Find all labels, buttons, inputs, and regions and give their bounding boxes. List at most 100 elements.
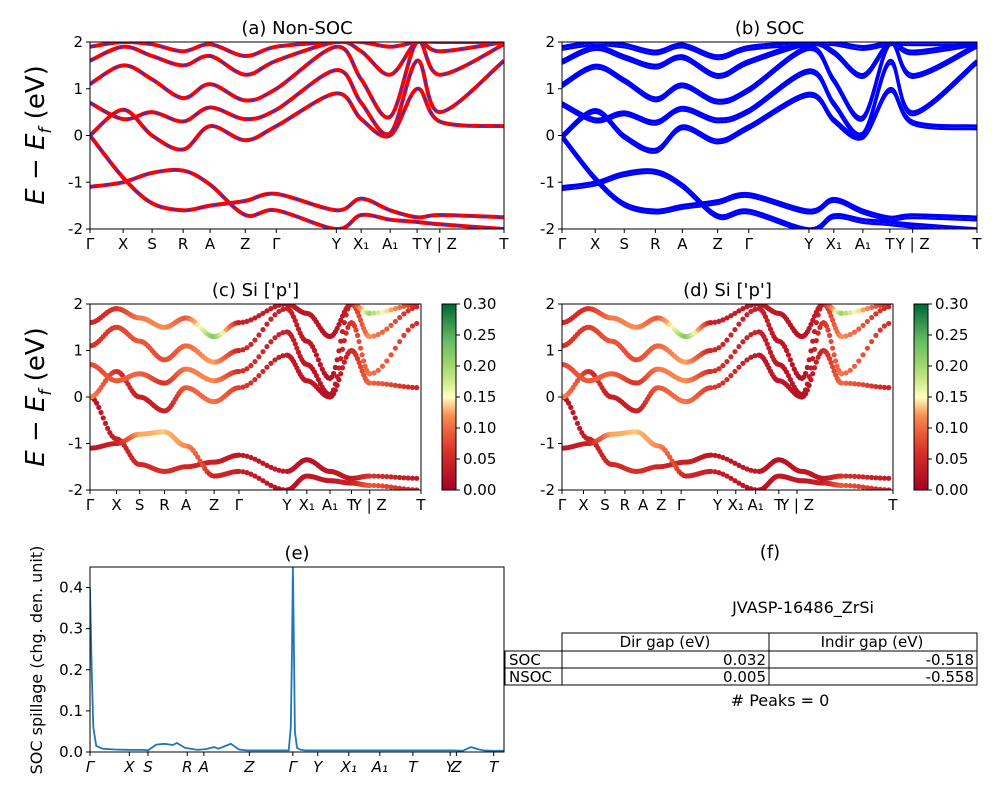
x-tick-label: R: [650, 235, 660, 253]
x-tick-label: A: [638, 496, 649, 514]
band-point: [570, 409, 576, 416]
band-point: [268, 464, 274, 470]
table-cell-dir: 0.032: [723, 651, 766, 669]
band-point: [766, 322, 772, 328]
band-line-split: [562, 137, 977, 222]
band-point: [379, 483, 386, 489]
ylabel-main: E − E: [21, 395, 51, 467]
band-point: [392, 474, 398, 480]
band-point: [802, 370, 809, 377]
band-point: [712, 368, 718, 374]
band-point: [256, 332, 262, 338]
band-point: [839, 310, 845, 316]
x-tick-label: Y | Z: [352, 496, 387, 514]
band-point: [736, 343, 742, 350]
band-point: [397, 338, 403, 345]
band-point: [716, 366, 722, 372]
band-point: [851, 309, 858, 315]
band-point: [877, 304, 883, 308]
y-tick-label: 0.4: [59, 579, 83, 597]
band-point: [869, 474, 875, 481]
band-point: [748, 331, 754, 338]
band-point: [712, 452, 718, 459]
band-point: [752, 329, 758, 336]
band-point: [716, 382, 722, 389]
band-point: [313, 352, 320, 358]
band-point: [829, 345, 836, 351]
band-point: [240, 452, 246, 459]
band-point: [397, 474, 403, 481]
band-point: [728, 475, 734, 481]
band-line-split: [562, 171, 953, 229]
band-point: [767, 326, 774, 332]
y-tick-label: 0.2: [59, 661, 83, 679]
band-point: [716, 345, 722, 351]
band-point: [379, 473, 386, 479]
table-cell-indir: -0.558: [926, 668, 974, 686]
band-point: [856, 358, 862, 364]
band-point: [831, 352, 837, 358]
band-point: [388, 307, 394, 313]
colorbar: [441, 303, 457, 491]
band-line: [90, 42, 504, 58]
band-point: [789, 362, 795, 368]
band-point: [330, 387, 337, 393]
band-line: [90, 134, 504, 220]
x-tick-label: Z: [656, 496, 666, 514]
band-point: [847, 483, 853, 489]
band-point: [272, 466, 278, 472]
band-point: [860, 307, 866, 313]
band-point: [236, 347, 242, 354]
x-tick-label: Γ: [677, 496, 686, 514]
band-point: [397, 485, 403, 490]
band-point: [728, 458, 734, 464]
band-point: [716, 318, 722, 324]
ylabel-spillage: SOC spillage (chg. den. unit): [27, 546, 46, 775]
band-point: [280, 304, 286, 307]
ylabel-sub: f: [36, 387, 56, 396]
band-point: [748, 354, 754, 360]
table-row-label: SOC: [509, 651, 541, 669]
band-point: [384, 358, 390, 364]
y-tick-label: 0: [73, 388, 83, 406]
band-point: [367, 333, 373, 340]
band-point: [860, 382, 866, 388]
band-point: [319, 366, 325, 372]
band-point: [276, 308, 282, 315]
band-point: [244, 453, 250, 459]
colorbar-tick-label: 0.25: [463, 326, 496, 344]
band-point: [384, 474, 390, 480]
x-tick-label: Γ: [272, 235, 281, 253]
x-tick-label: Y: [331, 235, 342, 253]
band-point: [248, 341, 254, 347]
band-point: [334, 357, 340, 363]
peaks-label: # Peaks = 0: [731, 691, 830, 710]
band-point: [371, 333, 377, 339]
band-point: [806, 374, 812, 380]
band-point: [873, 311, 879, 317]
band-point: [869, 338, 875, 345]
band-point: [856, 326, 862, 332]
band-point: [371, 380, 377, 386]
colorbar-tick-label: 0.00: [463, 481, 496, 499]
band-point: [401, 475, 407, 481]
x-tick-label: T: [498, 235, 509, 253]
band-point: [276, 467, 282, 473]
x-tick-label: A: [198, 758, 209, 776]
colorbar-tick-label: 0.05: [463, 450, 496, 468]
band-point: [720, 454, 726, 461]
x-tick-label: A: [677, 235, 688, 253]
band-point: [873, 383, 879, 390]
x-tick-label: Z: [712, 235, 722, 253]
band-point: [752, 306, 758, 312]
band-point: [856, 381, 862, 387]
band-point: [764, 341, 770, 347]
band-point: [332, 364, 338, 371]
band-point: [367, 482, 373, 488]
y-tick-label: 0.3: [59, 620, 83, 638]
band-point: [811, 328, 818, 335]
y-tick-label: 2: [545, 295, 555, 313]
band-point: [375, 380, 381, 386]
band-point: [881, 475, 888, 481]
